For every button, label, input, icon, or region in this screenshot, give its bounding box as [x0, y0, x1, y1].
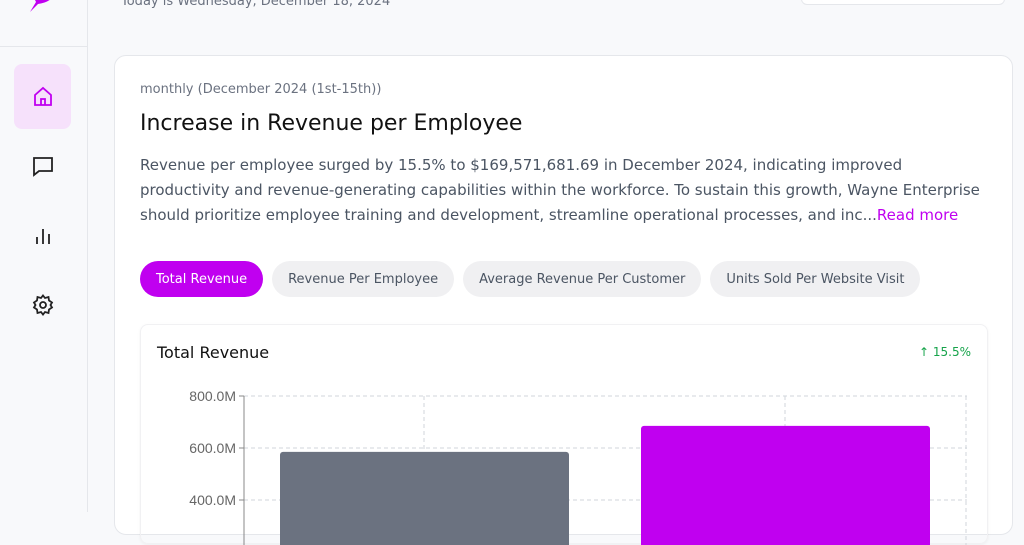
gear-icon	[32, 293, 53, 316]
insight-description: Revenue per employee surged by 15.5% to …	[140, 153, 990, 228]
sidebar-item-chat[interactable]	[14, 133, 71, 198]
bar-current	[641, 425, 930, 545]
y-tick-label: 400.0M	[189, 492, 236, 508]
description-text: Revenue per employee surged by 15.5% to …	[140, 156, 980, 224]
insight-period: monthly (December 2024 (1st-15th))	[140, 82, 382, 97]
sidebar	[0, 0, 88, 512]
sidebar-divider	[0, 46, 88, 47]
sidebar-item-settings[interactable]	[14, 272, 71, 337]
insight-card: monthly (December 2024 (1st-15th)) Incre…	[114, 55, 1013, 545]
tab-total-revenue[interactable]: Total Revenue	[140, 261, 264, 297]
logo-icon	[30, 0, 50, 12]
bar-chart-icon	[35, 228, 50, 244]
metric-tabs: Total Revenue Revenue Per Employee Avera…	[140, 261, 921, 297]
bar-chart: 800.0M 600.0M 400.0M	[189, 388, 967, 545]
chart-card: Total Revenue ↑ 15.5% 800.0M 600.0M 400.0M	[140, 324, 988, 545]
insight-title: Increase in Revenue per Employee	[140, 111, 523, 136]
change-indicator: ↑ 15.5%	[919, 345, 971, 359]
date-text: Today is Wednesday, December 18, 2024	[121, 0, 391, 9]
top-right-control[interactable]	[801, 0, 1005, 5]
sidebar-item-home[interactable]	[14, 64, 71, 129]
sidebar-item-analytics[interactable]	[14, 203, 71, 268]
tab-average-revenue-per-customer[interactable]: Average Revenue Per Customer	[463, 261, 702, 297]
bar-previous	[280, 451, 569, 545]
chat-icon	[32, 156, 53, 177]
chart-title: Total Revenue	[157, 343, 270, 362]
read-more-link[interactable]: Read more	[876, 206, 959, 224]
home-icon	[33, 86, 52, 106]
tab-units-sold-per-website-visit[interactable]: Units Sold Per Website Visit	[710, 261, 921, 297]
y-tick-label: 800.0M	[189, 388, 236, 404]
tab-revenue-per-employee[interactable]: Revenue Per Employee	[272, 261, 455, 297]
y-tick-label: 600.0M	[189, 440, 236, 456]
